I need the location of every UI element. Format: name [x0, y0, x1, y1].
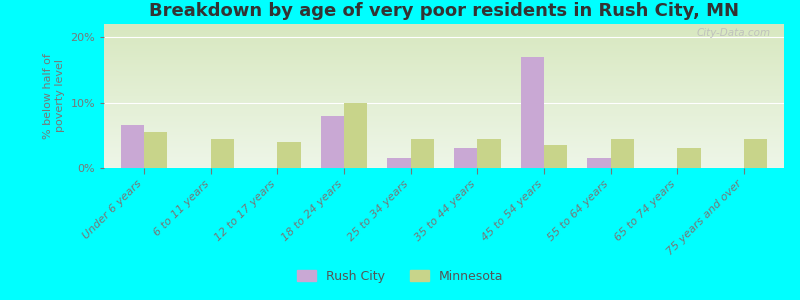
Bar [521, 57, 544, 168]
Text: City-Data.com: City-Data.com [696, 28, 770, 38]
Bar [610, 139, 634, 168]
Bar [278, 142, 301, 168]
Bar [121, 125, 144, 168]
Bar [478, 139, 501, 168]
Bar [587, 158, 610, 168]
Bar [321, 116, 344, 168]
Title: Breakdown by age of very poor residents in Rush City, MN: Breakdown by age of very poor residents … [149, 2, 739, 20]
Legend: Rush City, Minnesota: Rush City, Minnesota [292, 265, 508, 288]
Bar [454, 148, 478, 168]
Bar [678, 148, 701, 168]
Bar [744, 139, 767, 168]
Bar [144, 132, 167, 168]
Bar [210, 139, 234, 168]
Bar [544, 145, 567, 168]
Bar [410, 139, 434, 168]
Bar [344, 103, 367, 168]
Bar [387, 158, 410, 168]
Y-axis label: % below half of
poverty level: % below half of poverty level [43, 53, 65, 139]
